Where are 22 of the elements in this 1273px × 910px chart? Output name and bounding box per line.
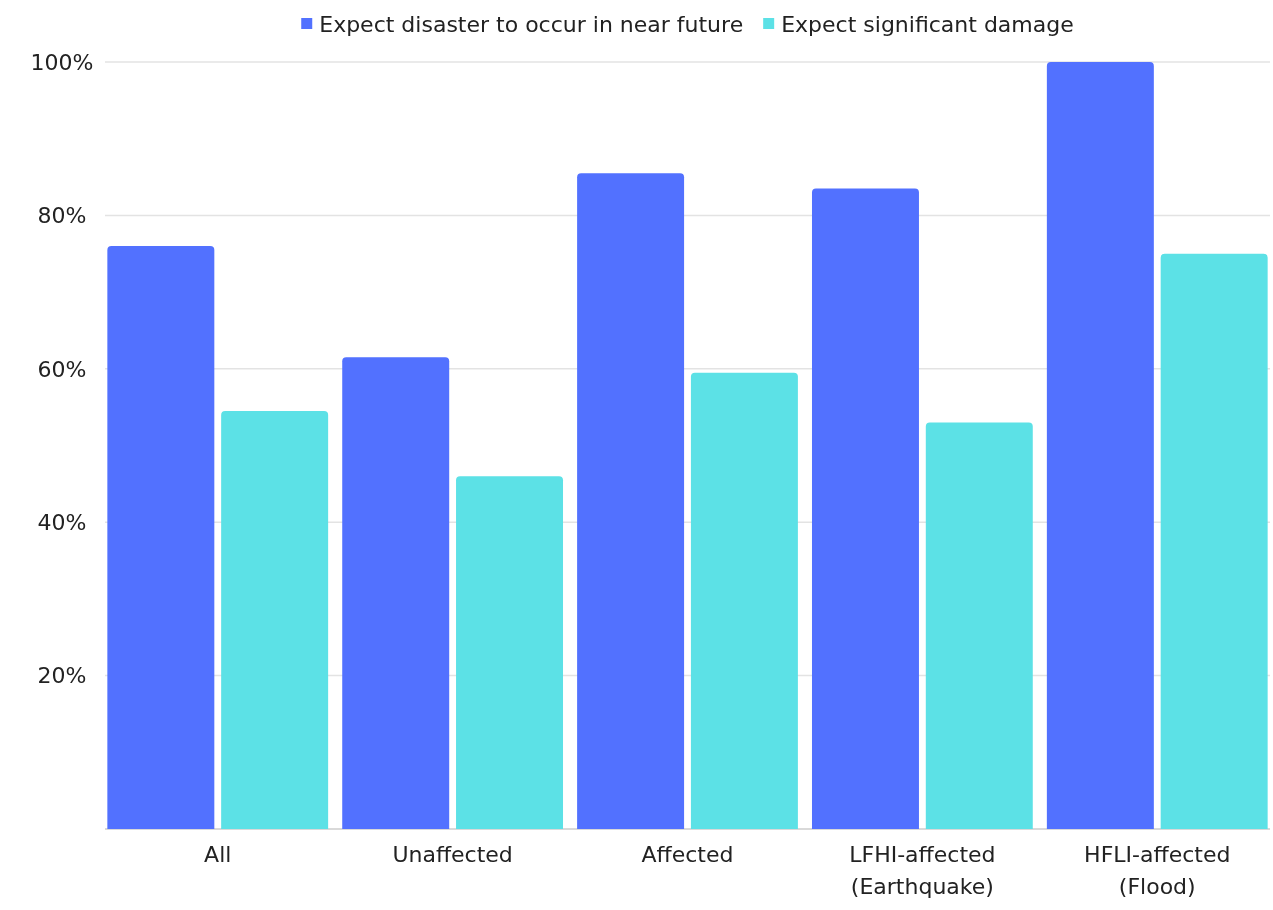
bar: [456, 476, 564, 829]
x-tick-label: Unaffected: [392, 842, 513, 867]
bar: [221, 410, 329, 829]
y-tick-label: 20%: [37, 663, 87, 689]
legend-label: Expect disaster to occur in near future: [319, 11, 744, 37]
bar: [811, 188, 919, 829]
bar: [107, 246, 215, 829]
x-tick-label: Affected: [641, 842, 734, 867]
bar: [690, 372, 798, 829]
x-tick-label: LFHI-affected (Earthquake): [849, 842, 996, 899]
x-tick-label: HFLI-affected (Flood): [1084, 842, 1231, 899]
bar: [577, 173, 685, 829]
legend-label: Expect significant damage: [781, 11, 1074, 37]
bar: [925, 422, 1033, 829]
y-tick-label: 80%: [37, 203, 87, 229]
bar: [1160, 253, 1268, 829]
y-tick-label: 40%: [37, 509, 87, 535]
x-tick-label: All: [204, 842, 232, 867]
y-tick-label: 60%: [37, 356, 87, 382]
bar: [342, 357, 450, 829]
bar: [1046, 62, 1154, 829]
y-tick-label: 100%: [30, 49, 94, 75]
